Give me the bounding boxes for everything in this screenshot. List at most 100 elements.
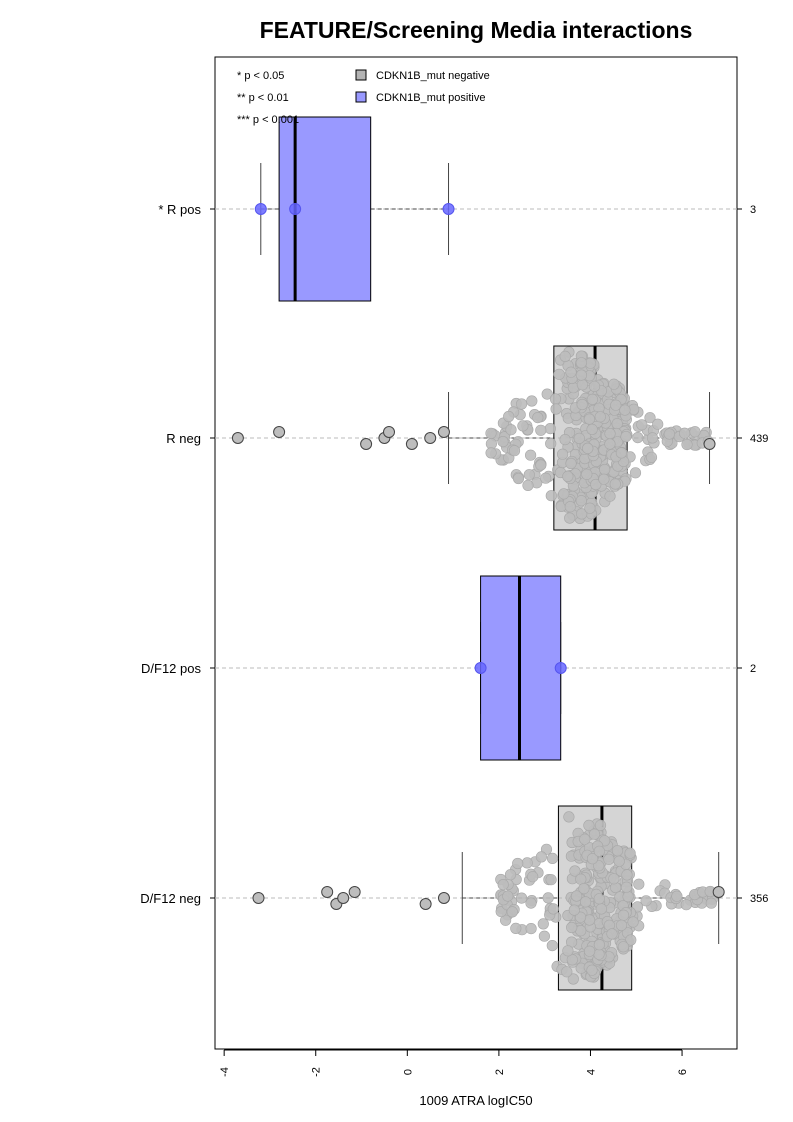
swarm-point	[593, 893, 605, 905]
swarm-point	[550, 403, 562, 415]
group-label: R neg	[166, 431, 201, 446]
swarm-point	[535, 424, 547, 436]
swarm-point	[586, 393, 599, 406]
swarm-point	[604, 428, 616, 440]
swarm-point	[613, 855, 625, 867]
outlier-point	[231, 432, 244, 444]
swarm-point	[611, 418, 623, 430]
legend-significance: ** p < 0.01	[237, 92, 289, 104]
legend-label: CDKN1B_mut positive	[376, 92, 485, 104]
swarm-point	[620, 881, 633, 893]
x-tick-label: 0	[402, 1069, 414, 1075]
outlier-point	[419, 898, 432, 910]
swarm-point	[636, 419, 648, 431]
x-tick-label: 6	[677, 1069, 689, 1075]
swarm-point	[561, 966, 573, 978]
swarm-point	[583, 413, 596, 425]
swarm-point	[627, 916, 639, 928]
outlier-point	[252, 892, 265, 904]
swarm-point	[544, 423, 556, 435]
swarm-point	[615, 919, 628, 931]
swarm-point	[629, 467, 642, 479]
outlier-point	[348, 886, 361, 898]
swarm-point	[593, 845, 606, 857]
swarm-point	[506, 906, 518, 918]
swarm-point	[512, 472, 525, 485]
swarm-point	[574, 911, 587, 923]
legend-significance: *** p < 0.001	[237, 114, 299, 126]
swarm-point	[633, 878, 645, 890]
outlier-point	[437, 426, 450, 438]
grid-layer	[215, 208, 737, 899]
x-tick-label: -4	[219, 1067, 231, 1077]
legend-swatch	[355, 69, 367, 81]
swarm-point	[525, 922, 537, 935]
legend-swatch	[355, 91, 367, 103]
swarm-point	[617, 941, 630, 953]
swarm-point	[566, 921, 578, 934]
swarm-point	[606, 928, 618, 940]
outlier-point	[712, 886, 725, 898]
swarm-point	[617, 909, 630, 921]
swarm-point	[564, 512, 576, 524]
swarm-point	[620, 431, 632, 443]
swarm-point	[566, 954, 578, 966]
swarm-point	[663, 428, 676, 440]
swarm-point	[588, 380, 601, 393]
swarm-point	[540, 472, 552, 484]
outlier-point	[383, 426, 395, 438]
swarm-point	[588, 828, 601, 840]
swarm-point	[546, 852, 559, 865]
swarm-point	[593, 860, 605, 872]
outlier-point	[405, 438, 418, 450]
swarm-point	[671, 890, 683, 902]
x-axis-label: 1009 ATRA logIC50	[419, 1093, 532, 1108]
swarm-point	[689, 426, 701, 438]
swarm-point	[547, 903, 559, 915]
swarm-point	[497, 878, 509, 891]
x-tick-label: -2	[311, 1067, 323, 1077]
swarm-point	[504, 869, 517, 881]
swarm-point	[517, 420, 529, 432]
swarm-point	[578, 882, 590, 895]
swarm-point	[594, 411, 606, 423]
labels-layer: * R pos 3 R neg 439 D/F12 pos 2 D/F12 neg 356	[140, 202, 768, 906]
boxes-layer	[260, 116, 720, 991]
outlier-point	[337, 892, 350, 904]
swarm-point	[608, 873, 620, 885]
swarm-point	[510, 922, 522, 935]
swarm-point	[678, 427, 691, 439]
swarm-point	[563, 811, 575, 823]
swarm-point	[640, 895, 652, 907]
swarm-point	[535, 459, 547, 471]
swarm-point	[553, 368, 565, 380]
swarm-point	[646, 432, 659, 444]
swarm-point	[652, 418, 664, 430]
data-point	[474, 662, 487, 674]
swarm-point	[644, 412, 656, 424]
swarm-point	[586, 853, 599, 865]
swarm-point	[581, 468, 593, 480]
swarm-point	[545, 438, 557, 450]
chart-title: FEATURE/Screening Media interactions	[260, 17, 693, 43]
swarm-point	[615, 447, 628, 459]
swarm-point	[593, 948, 605, 960]
swarm-point	[576, 508, 588, 520]
swarm-point	[546, 939, 558, 952]
swarm-point	[545, 874, 557, 886]
swarm-point	[568, 904, 580, 916]
outlier-point	[321, 886, 334, 898]
outlier-point	[424, 432, 437, 444]
swarm-point	[622, 890, 634, 903]
group-label: D/F12 neg	[140, 891, 201, 906]
data-point	[442, 203, 455, 215]
swarm-point	[610, 399, 622, 411]
swarm-point	[603, 853, 615, 865]
legend: * p < 0.05 ** p < 0.01 *** p < 0.001 CDKN1B…	[237, 69, 490, 126]
swarm-point	[583, 945, 596, 957]
swarm-point	[523, 469, 535, 481]
swarm-point	[604, 438, 616, 450]
group-count: 3	[750, 204, 756, 216]
swarm-point	[532, 412, 544, 424]
group-count: 2	[750, 663, 756, 675]
